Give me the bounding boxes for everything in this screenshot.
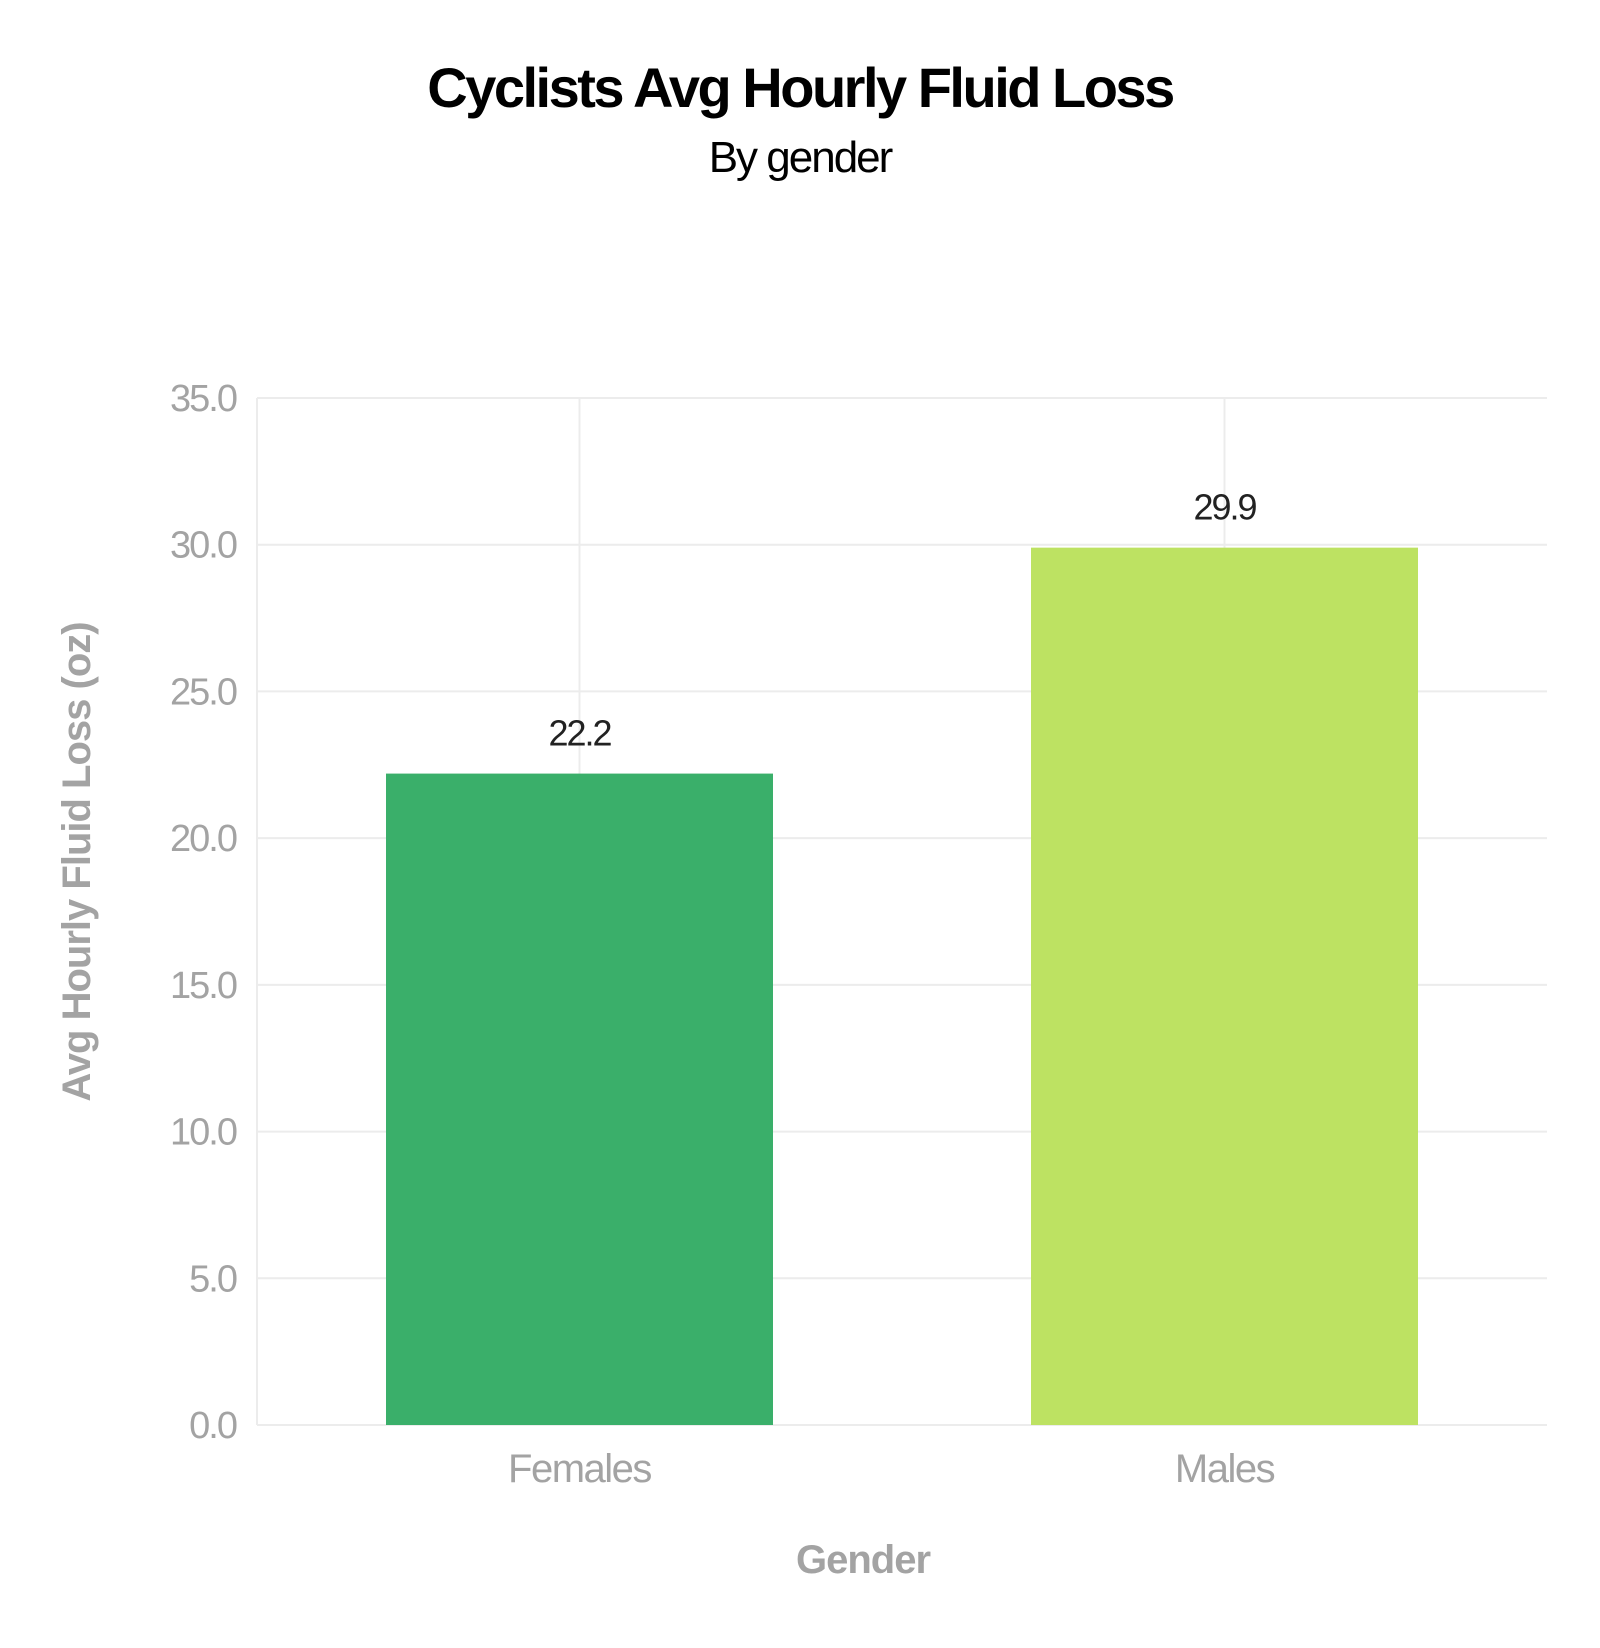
y-tick-label: 30.0 bbox=[170, 525, 237, 567]
bars bbox=[386, 547, 1418, 1425]
y-tick-label: 5.0 bbox=[189, 1258, 237, 1300]
bar-females bbox=[386, 773, 773, 1425]
y-tick-label: 35.0 bbox=[170, 378, 237, 420]
y-tick-label: 0.0 bbox=[189, 1405, 237, 1447]
y-tick-label: 25.0 bbox=[170, 671, 237, 713]
x-tick-label: Females bbox=[508, 1447, 651, 1491]
chart-title: Cyclists Avg Hourly Fluid Loss bbox=[427, 56, 1173, 119]
data-label-females: 22.2 bbox=[548, 713, 611, 754]
y-tick-label: 20.0 bbox=[170, 818, 237, 860]
data-label-males: 29.9 bbox=[1193, 487, 1256, 528]
x-tick-label: Males bbox=[1175, 1447, 1275, 1491]
y-tick-label: 15.0 bbox=[170, 965, 237, 1007]
x-axis-title: Gender bbox=[796, 1538, 930, 1582]
chart-subtitle: By gender bbox=[709, 133, 893, 182]
y-tick-label: 10.0 bbox=[170, 1112, 237, 1154]
y-axis-ticks: 0.0 5.0 10.0 15.0 20.0 25.0 30.0 35.0 bbox=[170, 378, 239, 1447]
y-axis-title: Avg Hourly Fluid Loss (oz) bbox=[55, 622, 99, 1101]
data-labels: 22.2 29.9 bbox=[548, 487, 1258, 754]
bar-males bbox=[1031, 547, 1418, 1425]
x-axis-ticks: Females Males bbox=[508, 1447, 1276, 1491]
